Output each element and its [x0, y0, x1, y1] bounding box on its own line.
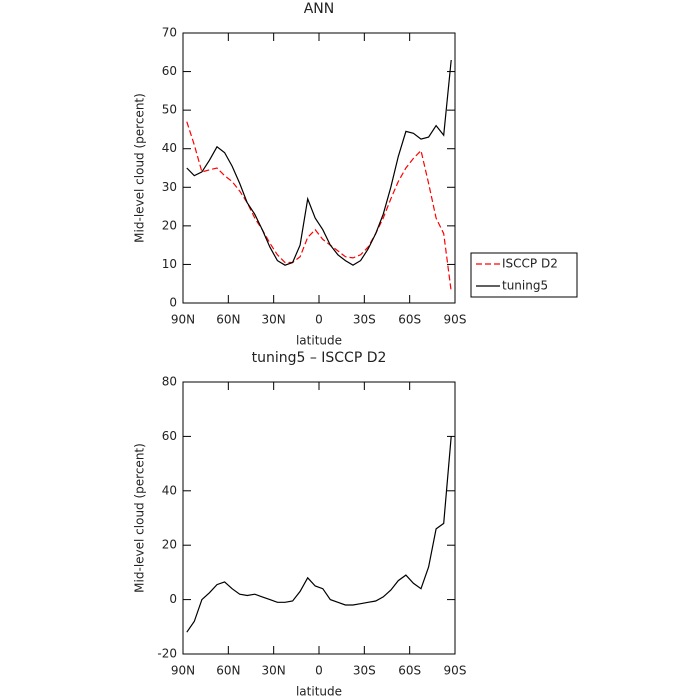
x-tick-label: 30S — [353, 313, 376, 327]
x-tick-label: 60S — [398, 313, 421, 327]
x-axis-label: latitude — [296, 334, 342, 348]
y-tick-label: 50 — [162, 103, 177, 117]
y-tick-label: 20 — [162, 218, 177, 232]
x-tick-label: 30S — [353, 664, 376, 678]
x-tick-label: 0 — [315, 664, 323, 678]
y-tick-label: -20 — [157, 647, 177, 661]
y-tick-label: 0 — [169, 592, 177, 606]
x-tick-label: 90S — [444, 664, 467, 678]
y-tick-label: 60 — [162, 64, 177, 78]
series-line — [186, 59, 452, 266]
x-tick-label: 30N — [262, 664, 286, 678]
legend-label: ISCCP D2 — [502, 257, 558, 271]
y-tick-label: 0 — [169, 296, 177, 310]
x-axis-label: latitude — [296, 685, 342, 699]
y-tick-label: 40 — [162, 483, 177, 497]
y-axis-label: Mid-level cloud (percent) — [133, 93, 147, 243]
series-line — [186, 436, 452, 633]
chart-title: ANN — [304, 1, 335, 17]
y-tick-label: 30 — [162, 180, 177, 194]
y-tick-label: 40 — [162, 141, 177, 155]
x-tick-label: 0 — [315, 313, 323, 327]
y-tick-label: 10 — [162, 257, 177, 271]
y-tick-label: 70 — [162, 26, 177, 40]
x-tick-label: 60N — [216, 664, 240, 678]
y-axis-label: Mid-level cloud (percent) — [133, 443, 147, 593]
x-tick-label: 90N — [171, 664, 195, 678]
x-tick-label: 30N — [262, 313, 286, 327]
series-line — [186, 121, 452, 292]
chart-title: tuning5 – ISCCP D2 — [252, 350, 387, 366]
legend-label: tuning5 — [502, 279, 548, 293]
legend-box — [470, 252, 578, 298]
plot-frame — [182, 381, 456, 655]
plot-frame — [182, 32, 456, 304]
x-tick-label: 60S — [398, 664, 421, 678]
x-tick-label: 90N — [171, 313, 195, 327]
y-tick-label: 20 — [162, 538, 177, 552]
y-tick-label: 60 — [162, 429, 177, 443]
y-tick-label: 80 — [162, 375, 177, 389]
x-tick-label: 90S — [444, 313, 467, 327]
x-tick-label: 60N — [216, 313, 240, 327]
